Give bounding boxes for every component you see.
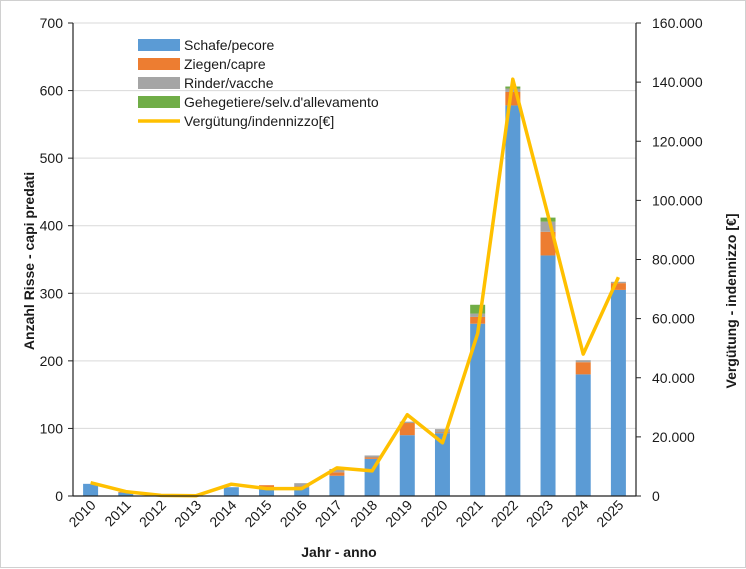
bar-schafe-2023: [540, 255, 556, 496]
y2-tick-label: 60.000: [652, 311, 695, 327]
legend-label-schafe: Schafe/pecore: [184, 37, 274, 53]
x-tick-label: 2024: [558, 497, 591, 530]
legend-label-rinder: Rinder/vacche: [184, 75, 274, 91]
x-tick-label: 2017: [312, 497, 345, 530]
x-tick-label: 2022: [488, 497, 521, 530]
legend: Schafe/pecore Ziegen/capre Rinder/vacche Ge…: [138, 37, 379, 129]
legend-label-ziegen: Ziegen/capre: [184, 56, 266, 72]
y-tick-label: 400: [40, 218, 64, 234]
bar-gehegetiere-2021: [470, 304, 486, 314]
bar-rinder-2019: [399, 421, 415, 424]
bar-rinder-2020: [434, 429, 450, 433]
y2-axis-title: Vergütung - indennizzo [€]: [723, 214, 739, 389]
x-axis-ticks: 2010 2011 2012 2013 2014 2015 2016 2017 2018 2019…: [65, 497, 626, 530]
bar-schafe-2024: [575, 374, 591, 496]
bar-schafe-2025: [610, 289, 626, 496]
legend-swatch-rinder: [138, 77, 180, 89]
y-tick-label: 300: [40, 285, 64, 301]
y2-tick-label: 0: [652, 488, 660, 504]
line-verguetung: [90, 77, 620, 498]
bar-schafe-2020: [434, 433, 450, 496]
bar-ziegen-2025: [610, 283, 626, 290]
legend-label-gehegetiere: Gehegetiere/selv.d'allevamento: [184, 94, 379, 110]
y2-tick-label: 100.000: [652, 192, 703, 208]
y2-tick-label: 140.000: [652, 74, 703, 90]
bar-ziegen-2015: [259, 485, 275, 488]
y-tick-label: 100: [40, 420, 64, 436]
bar-rinder-2025: [610, 281, 626, 284]
y-tick-label: 500: [40, 150, 64, 166]
x-tick-label: 2020: [417, 497, 450, 530]
x-tick-label: 2012: [136, 497, 169, 530]
bar-schafe-2022: [505, 105, 521, 497]
bar-rinder-2018: [364, 455, 380, 458]
y-tick-label: 600: [40, 83, 64, 99]
bar-rinder-2017: [329, 468, 345, 473]
x-tick-label: 2019: [382, 497, 415, 530]
bar-rinder-2016: [294, 483, 310, 487]
bar-schafe-2011: [118, 492, 134, 496]
bar-ziegen-2019: [399, 423, 415, 436]
y2-tick-label: 160.000: [652, 15, 703, 31]
bar-schafe-2015: [259, 487, 275, 496]
bar-schafe-2010: [83, 483, 99, 496]
y2-tick-label: 80.000: [652, 252, 695, 268]
x-tick-label: 2015: [241, 497, 274, 530]
legend-label-verguetung: Vergütung/indennizzo[€]: [184, 113, 334, 129]
x-tick-label: 2023: [523, 497, 556, 530]
right-axis-ticks: 0 20.000 40.000 60.000 80.000 100.000 120.000 1…: [636, 15, 703, 504]
line-series: [90, 77, 620, 498]
gridlines: [73, 22, 636, 429]
y-axis-title: Anzahl Risse - capi predati: [21, 172, 37, 350]
x-tick-label: 2016: [276, 497, 309, 530]
y2-tick-label: 40.000: [652, 370, 695, 386]
x-tick-label: 2013: [171, 497, 204, 530]
y2-tick-label: 120.000: [652, 133, 703, 149]
x-tick-label: 2018: [347, 497, 380, 530]
left-axis-ticks: 0 100 200 300 400 500 600 700: [40, 15, 73, 504]
bar-schafe-2016: [294, 487, 310, 496]
y-tick-label: 700: [40, 15, 64, 31]
x-tick-label: 2014: [206, 497, 239, 530]
x-tick-label: 2021: [452, 497, 485, 530]
legend-swatch-schafe: [138, 39, 180, 51]
bar-schafe-2021: [470, 323, 486, 496]
bar-schafe-2019: [399, 435, 415, 496]
legend-swatch-gehegetiere: [138, 96, 180, 108]
bar-rinder-2023: [540, 221, 556, 232]
bar-ziegen-2018: [364, 457, 380, 459]
x-tick-label: 2011: [101, 497, 134, 530]
bar-ziegen-2023: [540, 231, 556, 256]
bar-series: [83, 86, 626, 497]
bar-rinder-2021: [470, 313, 486, 317]
bar-ziegen-2020: [434, 432, 450, 434]
legend-swatch-ziegen: [138, 58, 180, 70]
bar-rinder-2024: [575, 360, 591, 363]
y2-tick-label: 20.000: [652, 429, 695, 445]
bar-ziegen-2024: [575, 362, 591, 375]
x-tick-label: 2010: [65, 497, 98, 530]
bar-ziegen-2021: [470, 316, 486, 324]
y-tick-label: 0: [55, 488, 63, 504]
y-tick-label: 200: [40, 353, 64, 369]
bar-schafe-2017: [329, 475, 345, 496]
bar-schafe-2014: [223, 487, 239, 496]
x-tick-label: 2025: [593, 497, 626, 530]
x-axis-title: Jahr - anno: [301, 544, 376, 560]
bar-ziegen-2017: [329, 472, 345, 476]
